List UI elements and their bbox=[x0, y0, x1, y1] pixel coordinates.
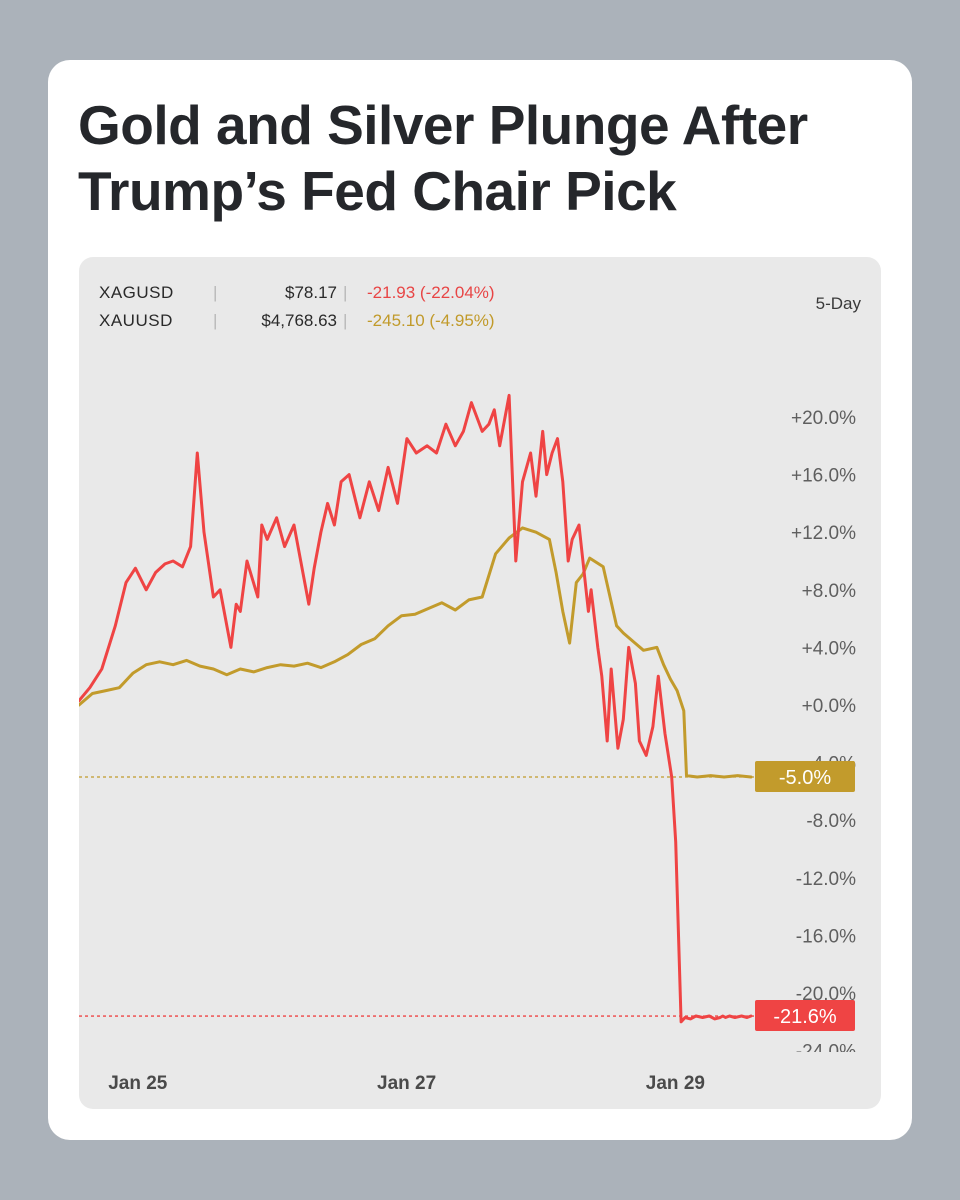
post-card: Gold and Silver Plunge After Trump’s Fed… bbox=[48, 60, 912, 1140]
legend-price-silver: $78.17 bbox=[285, 283, 337, 302]
legend-separator: | bbox=[213, 311, 218, 330]
x-tick-label: Jan 29 bbox=[646, 1073, 705, 1094]
chart-panel: XAGUSD | $78.17 | -21.93 (-22.04%) XAUUS… bbox=[79, 257, 881, 1109]
legend-separator: | bbox=[343, 283, 348, 302]
headline: Gold and Silver Plunge After Trump’s Fed… bbox=[78, 94, 808, 222]
y-tick-label: -12.0% bbox=[796, 869, 856, 890]
silver-series-line bbox=[79, 393, 753, 1024]
end-value-label: -5.0% bbox=[779, 767, 831, 789]
end-value-label: -21.6% bbox=[773, 1006, 837, 1028]
y-tick-label: +0.0% bbox=[802, 696, 857, 717]
line-chart: +20.0%+16.0%+12.0%+8.0%+4.0%+0.0%-4.0%-8… bbox=[79, 393, 857, 1094]
legend-price-gold: $4,768.63 bbox=[261, 311, 337, 330]
y-tick-label: +4.0% bbox=[802, 638, 857, 659]
y-tick-label: +20.0% bbox=[791, 408, 856, 429]
gold-series-line bbox=[79, 526, 753, 779]
y-tick-label: -16.0% bbox=[796, 926, 856, 947]
y-tick-label: +12.0% bbox=[791, 523, 856, 544]
end-value-badge bbox=[755, 1000, 855, 1032]
legend-change-silver: -21.93 (-22.04%) bbox=[367, 283, 495, 302]
y-tick-label: -8.0% bbox=[806, 811, 856, 832]
end-value-badge bbox=[755, 761, 855, 792]
legend-ticker-gold: XAUUSD bbox=[99, 311, 173, 330]
y-tick-label: +8.0% bbox=[802, 581, 857, 602]
legend-separator: | bbox=[343, 311, 348, 330]
x-tick-label: Jan 25 bbox=[108, 1073, 168, 1094]
x-tick-label: Jan 27 bbox=[377, 1073, 436, 1094]
legend-change-gold: -245.10 (-4.95%) bbox=[367, 311, 495, 330]
y-tick-label: +16.0% bbox=[791, 466, 856, 487]
period-selector[interactable]: 5-Day bbox=[815, 294, 861, 313]
legend-separator: | bbox=[213, 283, 218, 302]
y-tick-label: -24.0% bbox=[796, 1042, 856, 1063]
y-tick-label: -20.0% bbox=[796, 984, 856, 1005]
legend-ticker-silver: XAGUSD bbox=[99, 283, 174, 302]
